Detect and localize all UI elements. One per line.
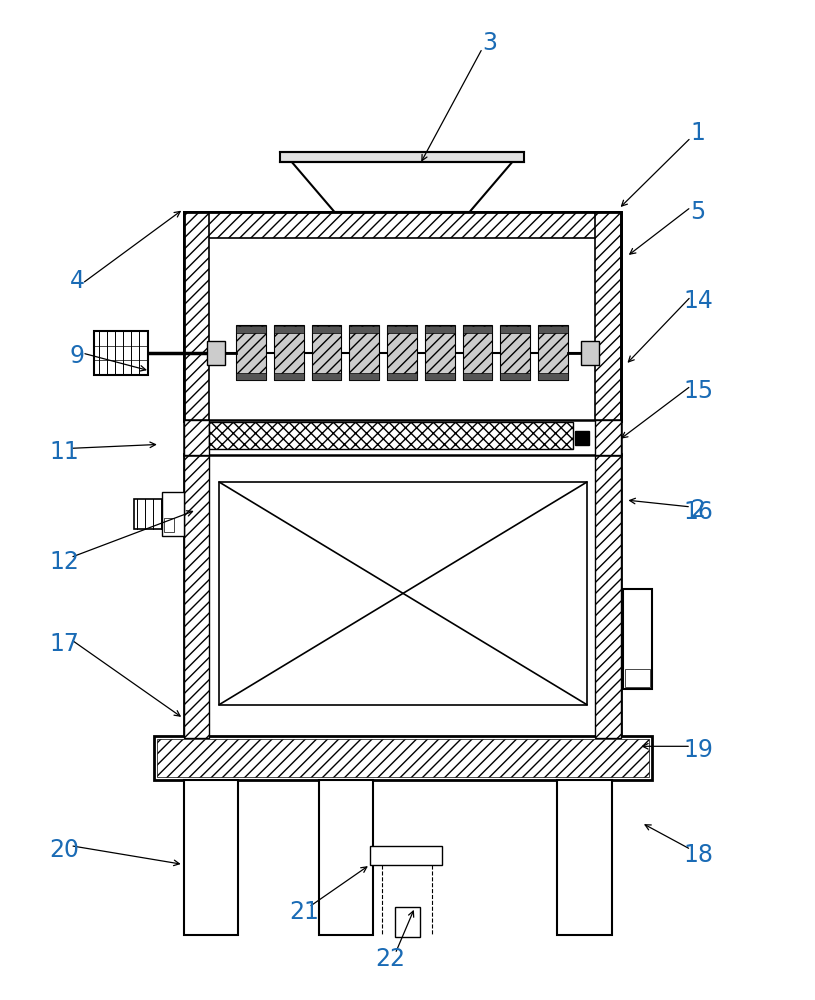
Bar: [425, 325, 455, 380]
Bar: [183, 212, 620, 421]
Bar: [274, 325, 304, 380]
Bar: [463, 326, 492, 333]
Bar: [236, 373, 266, 380]
Bar: [183, 212, 620, 421]
Bar: [274, 373, 304, 380]
Bar: [538, 326, 568, 333]
Bar: [581, 341, 599, 365]
Bar: [183, 212, 620, 238]
Text: 16: 16: [683, 500, 713, 524]
Bar: [350, 325, 379, 380]
Bar: [350, 373, 379, 380]
Bar: [95, 331, 148, 375]
Bar: [311, 373, 341, 380]
Bar: [370, 846, 442, 865]
Polygon shape: [288, 157, 516, 212]
Bar: [624, 669, 650, 687]
Bar: [500, 326, 531, 333]
Text: 21: 21: [289, 900, 319, 924]
Bar: [425, 326, 455, 333]
Text: 3: 3: [482, 31, 497, 55]
Bar: [219, 482, 587, 705]
Bar: [595, 454, 620, 738]
Bar: [538, 325, 568, 380]
Bar: [350, 326, 379, 333]
Bar: [207, 341, 225, 365]
Bar: [183, 212, 209, 421]
Text: 22: 22: [375, 947, 405, 971]
Text: 20: 20: [50, 838, 79, 862]
Bar: [156, 739, 650, 777]
Bar: [387, 373, 417, 380]
Text: 4: 4: [70, 269, 85, 293]
Bar: [236, 326, 266, 333]
Text: 1: 1: [690, 121, 706, 145]
Bar: [183, 454, 620, 738]
Bar: [595, 212, 620, 421]
Bar: [463, 373, 492, 380]
Bar: [595, 420, 620, 455]
Text: 14: 14: [683, 289, 713, 313]
Bar: [319, 780, 373, 935]
Text: 11: 11: [50, 440, 79, 464]
Bar: [500, 325, 531, 380]
Bar: [164, 518, 174, 532]
Bar: [387, 326, 417, 333]
Bar: [311, 325, 341, 380]
Bar: [311, 326, 341, 333]
Text: 17: 17: [50, 632, 79, 656]
Bar: [236, 325, 266, 380]
Text: 15: 15: [683, 379, 713, 403]
Text: 5: 5: [690, 200, 706, 224]
Bar: [183, 780, 238, 935]
Bar: [500, 373, 531, 380]
Bar: [209, 422, 573, 449]
Bar: [183, 420, 620, 455]
Bar: [387, 325, 417, 380]
Bar: [623, 589, 652, 689]
Bar: [280, 152, 524, 162]
Bar: [538, 373, 568, 380]
Bar: [154, 736, 652, 780]
Bar: [575, 431, 588, 445]
Bar: [274, 326, 304, 333]
Bar: [425, 373, 455, 380]
Text: 12: 12: [50, 550, 79, 574]
Bar: [557, 780, 611, 935]
Bar: [463, 325, 492, 380]
Text: 9: 9: [70, 344, 85, 368]
Bar: [183, 420, 209, 455]
Bar: [395, 907, 420, 937]
Text: 18: 18: [683, 843, 713, 867]
Bar: [183, 454, 209, 738]
Text: 2: 2: [690, 498, 706, 522]
Bar: [134, 499, 164, 529]
Text: 19: 19: [683, 738, 713, 762]
Bar: [161, 492, 183, 536]
